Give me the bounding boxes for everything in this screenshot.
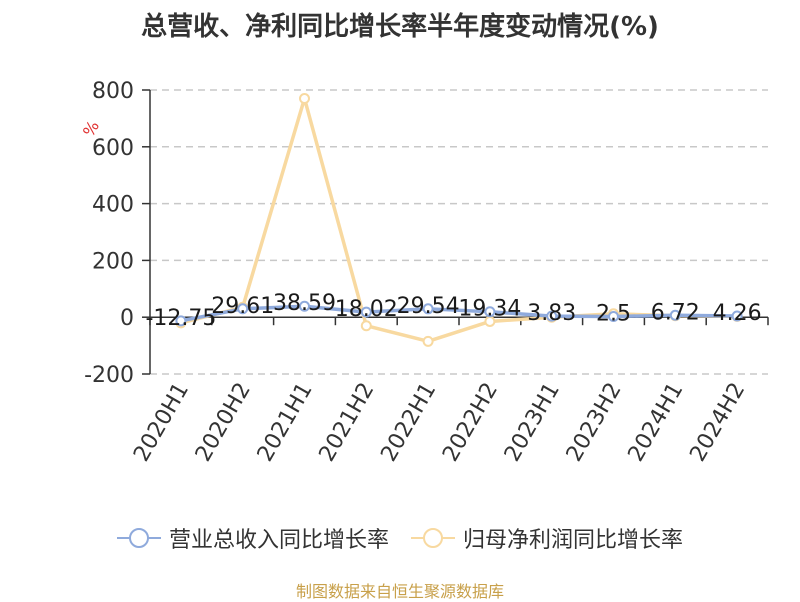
legend-label-revenue: 营业总收入同比增长率	[168, 528, 389, 553]
data-point	[360, 306, 372, 318]
y-tick-label: -200	[84, 363, 134, 388]
y-tick-label: 200	[92, 249, 134, 274]
data-label: 6.72	[651, 300, 700, 325]
source-note: 制图数据来自恒生聚源数据库	[295, 582, 504, 601]
series	[175, 93, 743, 347]
data-label: 4.26	[713, 301, 762, 326]
legend-line-circle-icon	[116, 528, 161, 548]
x-tick-label: 2024H2	[685, 379, 750, 466]
x-tick-label: 2024H1	[624, 379, 689, 466]
data-label: 29.61	[211, 294, 274, 319]
data-point	[237, 303, 249, 315]
grid	[150, 89, 768, 375]
axes: -200 0 200 400 600 800 2020H12020H22021H12021H…	[84, 79, 769, 466]
data-label: 19.34	[458, 297, 521, 322]
legend-item-revenue[interactable]: 营业总收入同比增长率	[116, 522, 389, 554]
legend-label-net-profit: 归母净利润同比增长率	[463, 528, 684, 553]
x-tick-label: 2020H2	[191, 379, 256, 466]
data-label: 2.5	[596, 301, 631, 326]
data-point	[484, 306, 496, 318]
x-tick-label: 2021H2	[315, 379, 380, 466]
data-point	[299, 93, 310, 105]
chart-title: 总营收、净利同比增长率半年度变动情况(%)	[141, 12, 659, 42]
x-tick-label: 2021H1	[253, 379, 318, 466]
y-tick-label: 600	[92, 136, 134, 161]
data-point	[299, 300, 310, 312]
data-label: 3.83	[527, 301, 576, 326]
legend-item-net-profit[interactable]: 归母净利润同比增长率	[411, 522, 683, 554]
y-tick-label: 400	[92, 193, 134, 218]
data-point	[669, 309, 681, 321]
data-label: 18.02	[335, 297, 398, 322]
data-point	[731, 310, 743, 322]
data-label: 29.54	[397, 294, 460, 319]
x-tick-label: 2022H2	[438, 379, 503, 466]
data-point	[175, 315, 187, 327]
x-tick-label: 2020H1	[129, 379, 194, 466]
series-line	[180, 304, 738, 323]
data-label: 38.59	[273, 291, 336, 316]
data-label: -12.75	[145, 306, 216, 331]
data-point	[422, 335, 434, 347]
data-point	[608, 310, 619, 322]
legend: 营业总收入同比增长率 归母净利润同比增长率	[0, 520, 800, 556]
x-tick-label: 2023H1	[500, 379, 565, 466]
legend-line-circle-icon	[411, 528, 455, 548]
data-point	[422, 303, 434, 315]
y-tick-label: 0	[120, 306, 134, 331]
data-point	[360, 320, 372, 332]
x-tick-label: 2023H2	[562, 379, 627, 466]
data-point	[546, 310, 558, 322]
y-tick-label: 800	[92, 79, 134, 104]
x-tick-label: 2022H1	[376, 378, 441, 465]
